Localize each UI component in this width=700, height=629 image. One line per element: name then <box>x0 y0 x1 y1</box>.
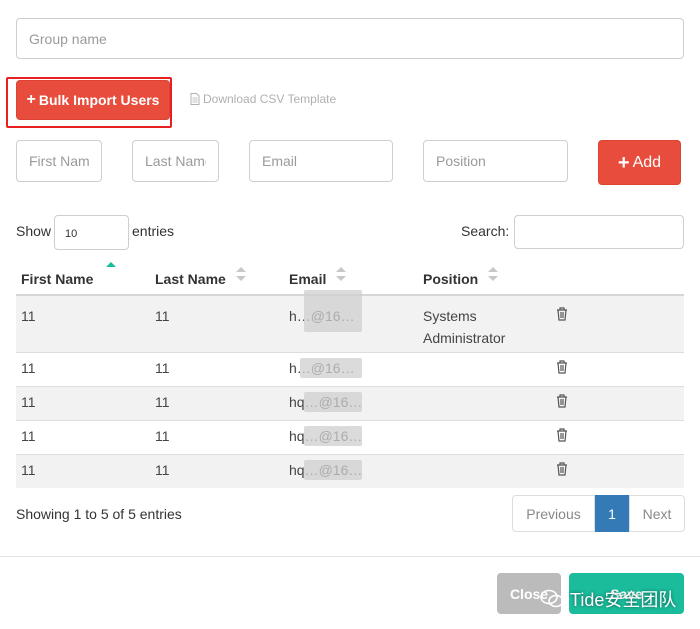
pagination: Previous 1 Next <box>512 495 685 532</box>
show-label: Show <box>16 223 52 239</box>
column-header-first-name[interactable]: First Name <box>16 260 150 296</box>
file-icon <box>190 93 200 105</box>
pagination-previous[interactable]: Previous <box>512 495 595 532</box>
csv-template-label: Download CSV Template <box>203 92 337 106</box>
column-header-label: Email <box>289 270 327 287</box>
plus-icon: + <box>617 151 630 174</box>
add-user-button[interactable]: + Add <box>598 140 681 185</box>
cell-last-name: 11 <box>150 351 284 386</box>
plus-icon: + <box>26 91 36 108</box>
cell-position <box>418 419 551 454</box>
cell-last-name: 11 <box>150 385 284 420</box>
watermark-text: Tide安全团队 <box>570 590 677 610</box>
save-button[interactable]: Save <box>569 573 684 614</box>
column-header-position[interactable]: Position <box>418 260 551 296</box>
trash-icon[interactable] <box>556 461 568 476</box>
redaction-blur <box>304 460 362 480</box>
sort-icon <box>106 262 116 267</box>
page-size-select[interactable]: 10 <box>54 215 129 250</box>
watermark: Tide安全团队 <box>540 586 676 612</box>
redaction-blur <box>304 426 362 446</box>
wechat-icon <box>540 589 564 608</box>
cell-first-name: 11 <box>16 294 150 352</box>
first-name-input[interactable] <box>16 140 102 182</box>
cell-last-name: 11 <box>150 294 284 352</box>
table-row: 11 11 h…@16… Systems Administrator <box>16 294 684 352</box>
sort-icon <box>488 267 499 281</box>
search-input[interactable] <box>514 215 684 249</box>
sort-icon <box>235 267 246 281</box>
redaction-blur <box>300 358 362 378</box>
pagination-next[interactable]: Next <box>629 495 685 532</box>
bulk-import-users-button[interactable]: + Bulk Import Users <box>16 80 170 120</box>
position-input[interactable] <box>423 140 568 182</box>
sort-icon <box>336 267 347 281</box>
cell-last-name: 11 <box>150 419 284 454</box>
cell-first-name: 11 <box>16 453 150 488</box>
column-header-label: Position <box>423 270 479 287</box>
redaction-blur <box>304 392 362 412</box>
table-row: 11 11 hq…@16… <box>16 453 684 488</box>
cell-position <box>418 453 551 488</box>
trash-icon[interactable] <box>556 393 568 408</box>
cell-actions <box>551 419 684 454</box>
table-info: Showing 1 to 5 of 5 entries <box>16 506 182 522</box>
last-name-input[interactable] <box>132 140 219 182</box>
column-header-label: Last Name <box>155 270 226 287</box>
entries-label: entries <box>132 223 175 239</box>
cell-last-name: 11 <box>150 453 284 488</box>
cell-first-name: 11 <box>16 419 150 454</box>
cell-position <box>418 385 551 420</box>
email-input[interactable] <box>249 140 393 182</box>
group-name-input[interactable] <box>16 18 684 59</box>
cell-actions <box>551 294 684 352</box>
redaction-blur <box>304 290 362 332</box>
bulk-import-label: Bulk Import Users <box>38 92 160 108</box>
trash-icon[interactable] <box>556 307 568 321</box>
pagination-page-1[interactable]: 1 <box>595 495 629 532</box>
cell-first-name: 11 <box>16 351 150 386</box>
column-header-label: First Name <box>21 271 94 287</box>
trash-icon[interactable] <box>556 359 568 374</box>
column-header-last-name[interactable]: Last Name <box>150 260 284 296</box>
close-button[interactable]: Close <box>497 573 561 614</box>
footer-divider <box>0 556 700 557</box>
cell-actions <box>551 351 684 386</box>
add-label: Add <box>632 153 662 171</box>
cell-first-name: 11 <box>16 385 150 420</box>
cell-actions <box>551 453 684 488</box>
highlight-annotation-box <box>6 77 172 128</box>
search-label: Search: <box>461 223 510 239</box>
cell-position: Systems Administrator <box>418 294 551 352</box>
cell-actions <box>551 385 684 420</box>
cell-position <box>418 351 551 386</box>
column-header-actions <box>551 260 684 296</box>
download-csv-template-link[interactable]: Download CSV Template <box>190 92 336 106</box>
trash-icon[interactable] <box>556 427 568 442</box>
